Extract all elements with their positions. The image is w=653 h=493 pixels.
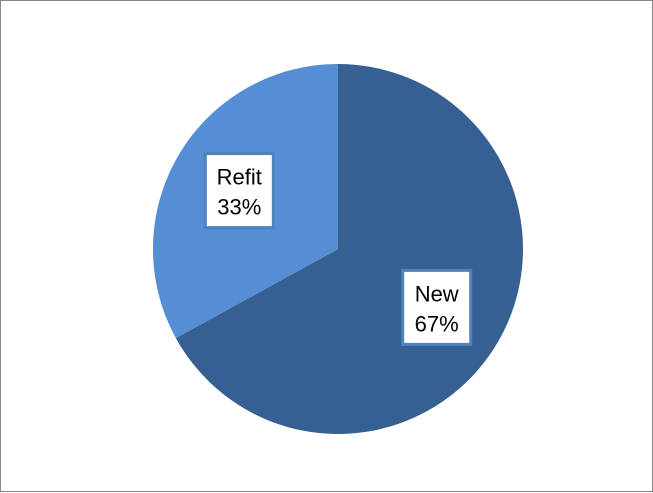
data-label-box bbox=[401, 268, 473, 346]
data-label-percent: 67% bbox=[415, 311, 459, 336]
data-label-percent: 33% bbox=[217, 195, 261, 220]
data-label-new: New 67% bbox=[401, 268, 473, 346]
data-label-refit: Refit 33% bbox=[203, 152, 275, 230]
data-label-category: Refit bbox=[217, 165, 262, 190]
data-label-box bbox=[203, 152, 275, 230]
data-label-category: New bbox=[415, 281, 459, 306]
